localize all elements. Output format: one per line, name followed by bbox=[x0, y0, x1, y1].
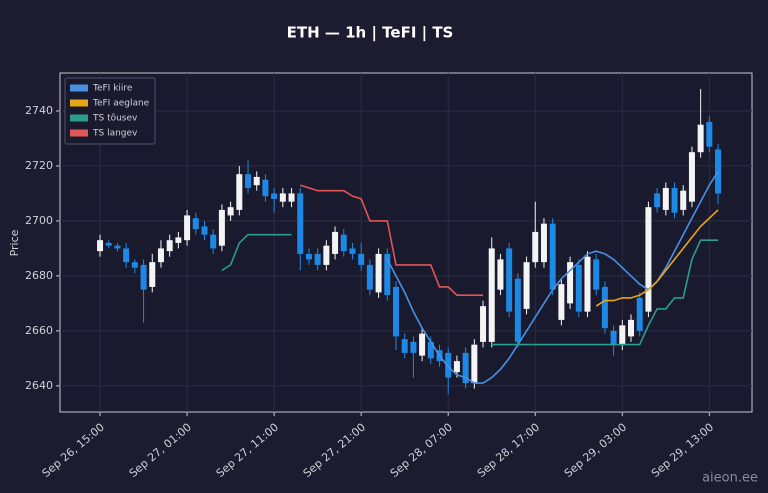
candle-body bbox=[549, 223, 556, 290]
y-tick-label: 2700 bbox=[25, 214, 53, 227]
candle-body bbox=[697, 124, 704, 153]
plot-area bbox=[59, 72, 753, 413]
candle-body bbox=[262, 179, 269, 197]
y-axis-label: Price bbox=[8, 229, 21, 256]
legend-box bbox=[64, 77, 156, 145]
candle-body bbox=[532, 231, 539, 263]
candle-body bbox=[628, 319, 635, 337]
candle-body bbox=[123, 248, 130, 263]
candle-body bbox=[245, 174, 252, 188]
candle-body bbox=[375, 253, 382, 293]
candle-body bbox=[192, 218, 199, 230]
indicator-line bbox=[386, 170, 719, 384]
chart-title: ETH — 1h | TeFI | TS bbox=[287, 24, 454, 43]
legend-swatch bbox=[70, 99, 88, 107]
y-tick-label: 2740 bbox=[25, 104, 53, 117]
candle-body bbox=[462, 352, 469, 384]
candle-body bbox=[97, 240, 104, 252]
candle-body bbox=[662, 187, 669, 210]
candle-body bbox=[619, 325, 626, 345]
candle-body bbox=[575, 264, 582, 312]
candle-body bbox=[506, 248, 513, 312]
legend-label: TS langev bbox=[92, 129, 138, 139]
candle-body bbox=[218, 209, 225, 246]
candle-body bbox=[654, 193, 661, 208]
candle-body bbox=[149, 262, 156, 287]
candle-body bbox=[236, 174, 243, 210]
candle-body bbox=[471, 344, 478, 384]
candle-body bbox=[157, 248, 164, 263]
candle-body bbox=[488, 248, 495, 342]
legend-label: TeFI aeglane bbox=[92, 99, 150, 109]
candle-body bbox=[514, 278, 521, 342]
candle-body bbox=[453, 361, 460, 373]
y-tick-label: 2680 bbox=[25, 269, 53, 282]
legend-swatch bbox=[70, 84, 88, 92]
legend-swatch bbox=[70, 129, 88, 137]
candle-body bbox=[593, 259, 600, 290]
candle-body bbox=[601, 286, 608, 329]
candle-body bbox=[105, 242, 112, 246]
legend-swatch bbox=[70, 114, 88, 122]
candle-body bbox=[610, 330, 617, 345]
candle-body bbox=[184, 215, 191, 241]
candle-body bbox=[497, 259, 504, 290]
candle-body bbox=[131, 262, 138, 268]
candle-body bbox=[540, 223, 547, 263]
candle-body bbox=[140, 264, 147, 290]
indicator-line bbox=[595, 209, 719, 307]
candle-body bbox=[114, 245, 121, 249]
y-tick-label: 2720 bbox=[25, 159, 53, 172]
candle-body bbox=[445, 352, 452, 378]
candle-body bbox=[332, 231, 339, 254]
candle-body bbox=[706, 121, 713, 147]
indicator-line bbox=[221, 233, 719, 346]
candle-body bbox=[401, 339, 408, 353]
candle-body bbox=[645, 207, 652, 312]
candle-body bbox=[410, 341, 417, 353]
candle-body bbox=[384, 253, 391, 296]
candle-body bbox=[166, 240, 173, 252]
candle-body bbox=[349, 248, 356, 254]
candle-body bbox=[636, 297, 643, 331]
candle-body bbox=[271, 193, 278, 199]
candles bbox=[97, 88, 722, 395]
candle-body bbox=[366, 264, 373, 290]
y-tick-label: 2640 bbox=[25, 379, 53, 392]
candle-body bbox=[567, 262, 574, 304]
candle-body bbox=[314, 253, 321, 265]
watermark: aieon.ee bbox=[702, 471, 758, 486]
y-tick-label: 2660 bbox=[25, 324, 53, 337]
candle-body bbox=[680, 190, 687, 210]
candle-body bbox=[671, 187, 678, 213]
candle-body bbox=[480, 306, 487, 342]
candle-body bbox=[210, 234, 217, 249]
candle-body bbox=[297, 193, 304, 254]
candle-body bbox=[558, 284, 565, 320]
indicator-line bbox=[299, 184, 483, 296]
candle-body bbox=[584, 256, 591, 312]
candle-body bbox=[253, 176, 260, 186]
candle-body bbox=[392, 286, 399, 337]
candle-body bbox=[288, 193, 295, 202]
candle-body bbox=[688, 152, 695, 202]
candle-body bbox=[227, 207, 234, 216]
candle-body bbox=[523, 262, 530, 309]
candle-body bbox=[427, 341, 434, 359]
candle-body bbox=[175, 237, 182, 243]
candle-body bbox=[279, 193, 286, 202]
candle-body bbox=[340, 234, 347, 252]
candle-body bbox=[358, 253, 365, 265]
candle-body bbox=[419, 333, 426, 356]
legend-label: TeFI kiire bbox=[92, 84, 133, 94]
legend-label: TS tõusev bbox=[92, 114, 138, 124]
candle-body bbox=[305, 253, 312, 260]
candle-body bbox=[201, 226, 208, 235]
candle-body bbox=[323, 245, 330, 265]
